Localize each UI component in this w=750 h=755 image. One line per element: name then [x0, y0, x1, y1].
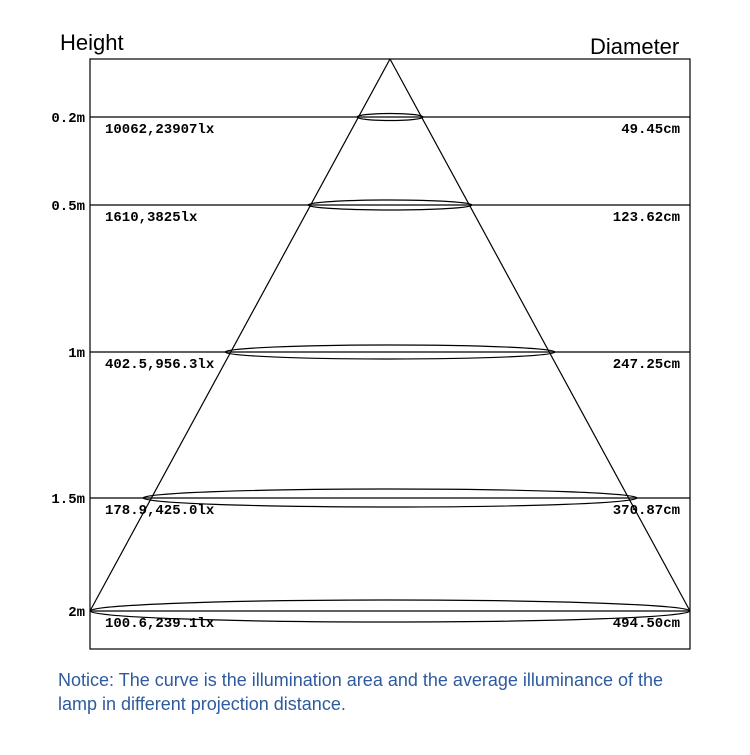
header-height: Height	[60, 30, 124, 56]
svg-text:247.25cm: 247.25cm	[613, 357, 680, 373]
svg-text:0.5m: 0.5m	[51, 199, 85, 215]
svg-text:2m: 2m	[68, 605, 85, 621]
diagram-container: Height Diameter 0.2m 0.5m 1m 1.5m 2m 10062,23…	[0, 0, 750, 750]
svg-text:178.9,425.0lx: 178.9,425.0lx	[105, 503, 215, 519]
svg-text:1m: 1m	[68, 346, 85, 362]
svg-text:402.5,956.3lx: 402.5,956.3lx	[105, 357, 215, 373]
svg-text:100.6,239.1lx: 100.6,239.1lx	[105, 616, 215, 632]
svg-text:0.2m: 0.2m	[51, 111, 85, 127]
notice-text: Notice: The curve is the illumination ar…	[58, 668, 698, 717]
header-diameter: Diameter	[590, 34, 679, 60]
svg-text:1610,3825lx: 1610,3825lx	[105, 210, 198, 226]
svg-text:10062,23907lx: 10062,23907lx	[105, 122, 215, 138]
svg-text:1.5m: 1.5m	[51, 492, 85, 508]
svg-text:370.87cm: 370.87cm	[613, 503, 680, 519]
svg-text:494.50cm: 494.50cm	[613, 616, 680, 632]
cone-diagram: 0.2m 0.5m 1m 1.5m 2m 10062,23907lx 1610,3825lx…	[0, 0, 750, 750]
svg-text:123.62cm: 123.62cm	[613, 210, 680, 226]
svg-text:49.45cm: 49.45cm	[621, 122, 680, 138]
